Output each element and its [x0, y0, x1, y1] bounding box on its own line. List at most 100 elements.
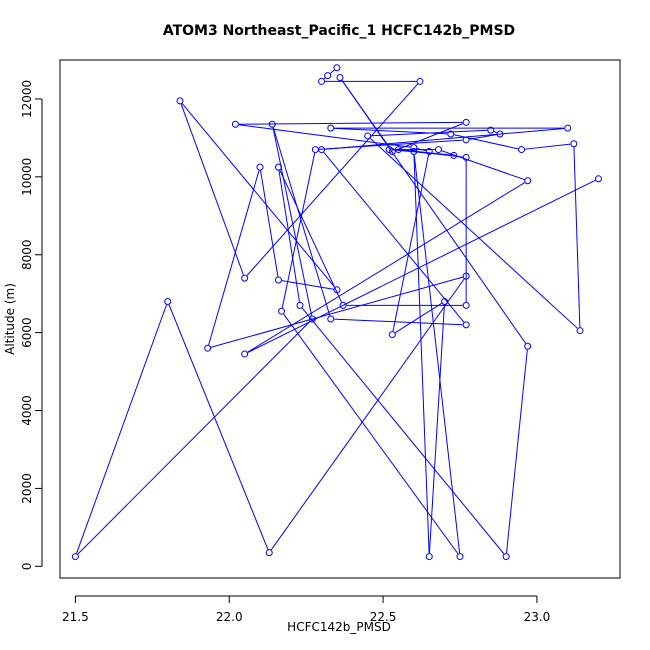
data-point — [296, 301, 304, 309]
data-point — [204, 344, 212, 352]
data-point — [524, 342, 532, 350]
series-segment — [341, 80, 527, 344]
y-tick-label: 8000 — [20, 239, 34, 270]
series-segment — [524, 143, 571, 150]
data-point — [518, 146, 526, 154]
data-point — [450, 151, 458, 159]
series-segment — [238, 121, 463, 125]
series-segment — [441, 150, 525, 181]
series-segment — [272, 127, 313, 316]
data-point — [462, 321, 470, 329]
data-point — [327, 124, 335, 132]
series-segment — [323, 77, 326, 80]
series-segment — [260, 170, 279, 277]
series-segment — [77, 321, 311, 555]
data-point — [462, 301, 470, 309]
series-segment — [281, 280, 334, 290]
series-segment — [330, 69, 335, 74]
data-point — [241, 274, 249, 282]
series-segment — [413, 154, 461, 554]
series-segment — [394, 302, 442, 334]
series-segment — [247, 182, 525, 353]
data-point — [333, 286, 341, 294]
data-point — [268, 120, 276, 128]
series-segment — [247, 179, 596, 353]
data-point — [425, 148, 433, 156]
y-tick-label: 0 — [20, 562, 34, 570]
series-segment — [301, 307, 505, 555]
series-segment — [323, 151, 465, 323]
data-point — [496, 130, 504, 138]
series-segment — [392, 149, 451, 156]
series-segment — [371, 129, 488, 137]
series-layer — [71, 64, 602, 561]
y-axis-label: Altitude (m) — [3, 283, 17, 355]
data-point — [462, 153, 470, 161]
data-point — [564, 124, 572, 132]
series-segment — [392, 154, 430, 332]
data-point — [308, 315, 316, 323]
series-segment — [469, 134, 497, 140]
y-tick-label: 4000 — [20, 395, 34, 426]
data-point — [265, 549, 273, 557]
x-tick-label: 22.0 — [216, 610, 243, 624]
data-point — [164, 297, 172, 305]
data-point — [570, 140, 578, 148]
data-point — [462, 136, 470, 144]
y-tick-label: 10000 — [20, 158, 34, 196]
series-segment — [283, 313, 459, 555]
series-segment — [493, 131, 497, 134]
series-segment — [281, 152, 316, 308]
series-segment — [324, 127, 565, 150]
y-axis: 0 2000 4000 6000 8000 10000 12000 — [20, 80, 43, 570]
series-segment — [181, 103, 336, 288]
series-segment — [279, 170, 343, 303]
data-point — [324, 72, 332, 80]
data-point — [318, 77, 326, 85]
x-axis-label: HCFC142b_PMSD — [287, 620, 391, 634]
series-segment — [210, 276, 463, 348]
x-tick-label: 22.5 — [370, 610, 397, 624]
plot-frame — [59, 59, 621, 579]
series-segment — [506, 349, 528, 554]
y-tick-label: 2000 — [20, 473, 34, 504]
data-point — [333, 64, 341, 72]
x-tick-label: 23.0 — [524, 610, 551, 624]
data-point — [364, 132, 372, 140]
data-point — [524, 177, 532, 185]
data-point — [434, 146, 442, 154]
data-point — [410, 148, 418, 156]
series-segment — [573, 147, 581, 328]
x-tick-label: 21.5 — [62, 610, 89, 624]
chart-title: ATOM3 Northeast_Pacific_1 HCFC142b_PMSD — [163, 23, 515, 39]
data-point — [447, 130, 455, 138]
series-segment — [168, 304, 269, 550]
data-point — [576, 327, 584, 335]
data-point — [502, 553, 510, 561]
series-segment — [272, 127, 331, 316]
data-point — [425, 553, 433, 561]
data-point — [385, 146, 393, 154]
data-point — [462, 272, 470, 280]
series-segment — [76, 304, 167, 554]
data-point — [274, 163, 282, 171]
series-segment — [413, 155, 430, 554]
series-segment — [278, 170, 300, 302]
data-point — [176, 97, 184, 105]
series-segment — [208, 170, 260, 345]
data-point — [394, 146, 402, 154]
data-point — [388, 331, 396, 339]
series-segment — [334, 318, 463, 326]
data-point — [274, 276, 282, 284]
data-point — [231, 120, 239, 128]
data-point — [71, 553, 79, 561]
data-point — [256, 163, 264, 171]
data-point — [278, 307, 286, 315]
data-point — [416, 77, 424, 85]
series-segment — [238, 124, 411, 148]
data-point — [327, 315, 335, 323]
data-point — [487, 126, 495, 134]
data-point — [339, 301, 347, 309]
